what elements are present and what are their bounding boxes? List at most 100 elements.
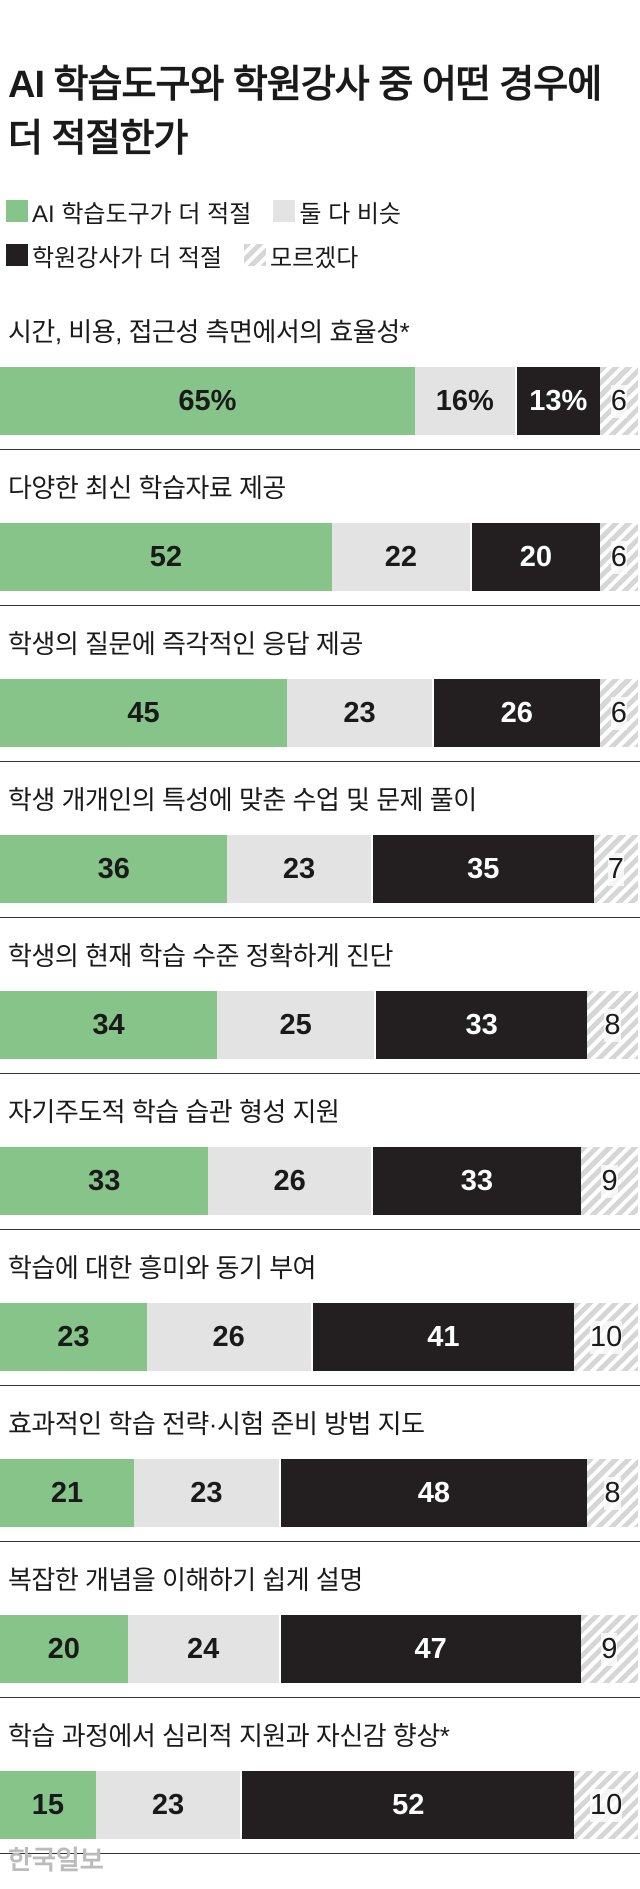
value-label: 10 — [589, 1320, 623, 1354]
value-label: 26 — [500, 696, 533, 729]
bar-segment: 22 — [331, 523, 473, 591]
legend-label: 학원강사가 더 적절 — [32, 244, 222, 272]
bar-row: 자기주도적 학습 습관 형성 지원 33 26 33 9 — [0, 1090, 640, 1246]
chart-rows: 시간, 비용, 접근성 측면에서의 효율성* 65% 16% 13% 6 다양한 최신 학… — [0, 310, 640, 1870]
value-label: 7 — [607, 852, 624, 886]
category-label: 학생의 질문에 즉각적인 응답 제공 — [8, 629, 363, 659]
value-label: 10 — [589, 1788, 623, 1822]
value-label: 6 — [610, 384, 627, 418]
bar-segment: 10 — [574, 1303, 638, 1371]
value-label: 45 — [127, 696, 160, 729]
bar-segment: 26 — [433, 679, 600, 747]
bar-segment: 10 — [574, 1771, 638, 1839]
bar-segment: 26 — [146, 1303, 313, 1371]
legend-item: 둘 다 비슷 — [273, 196, 401, 228]
stacked-bar: 52 22 20 6 — [0, 523, 638, 591]
legend-swatch — [6, 200, 28, 222]
bar-segment: 23 — [133, 1459, 281, 1527]
bar-segment: 45 — [0, 679, 288, 747]
bar-segment: 26 — [208, 1147, 373, 1215]
value-label: 23 — [151, 1788, 185, 1821]
bar-segment: 15 — [0, 1771, 96, 1839]
category-label: 복잡한 개념을 이해하기 쉽게 설명 — [8, 1565, 363, 1595]
bar-segment: 47 — [280, 1615, 581, 1683]
legend-swatch — [243, 244, 266, 266]
stacked-bar: 23 26 41 10 — [0, 1303, 638, 1371]
bar-row: 학습에 대한 흥미와 동기 부여 23 26 41 10 — [0, 1246, 640, 1402]
bar-segment: 24 — [127, 1615, 281, 1683]
bar-row: 효과적인 학습 전략·시험 준비 방법 지도 21 23 48 8 — [0, 1402, 640, 1558]
value-label: 8 — [604, 1476, 621, 1510]
value-label: 13% — [529, 384, 588, 417]
bar-segment: 52 — [0, 523, 332, 591]
row-separator — [0, 917, 640, 918]
bar-row: 학생의 현재 학습 수준 정확하게 진단 34 25 33 8 — [0, 934, 640, 1090]
value-label: 24 — [187, 1632, 220, 1665]
bar-row: 다양한 최신 학습자료 제공 52 22 20 6 — [0, 466, 640, 622]
legend-item: 모르겠다 — [243, 240, 359, 272]
stacked-bar: 20 24 47 9 — [0, 1615, 638, 1683]
value-label: 6 — [610, 696, 627, 730]
bar-segment: 52 — [242, 1771, 575, 1839]
bar-segment: 7 — [593, 835, 638, 903]
value-label: 52 — [392, 1788, 425, 1821]
value-label: 6 — [610, 540, 627, 574]
value-label: 15 — [31, 1788, 64, 1821]
bar-segment: 23 — [287, 679, 434, 747]
row-separator — [0, 449, 640, 450]
value-label: 52 — [149, 540, 182, 573]
bar-segment: 33 — [0, 1147, 209, 1215]
value-label: 23 — [343, 696, 376, 729]
bar-segment: 36 — [0, 835, 228, 903]
bar-segment: 23 — [95, 1771, 243, 1839]
value-label: 8 — [604, 1008, 621, 1042]
bar-segment: 8 — [586, 991, 638, 1059]
value-label: 21 — [50, 1476, 84, 1509]
bar-segment: 8 — [586, 1459, 638, 1527]
value-label: 34 — [92, 1008, 125, 1041]
legend-item: 학원강사가 더 적절 — [6, 240, 222, 272]
bar-row: 시간, 비용, 접근성 측면에서의 효율성* 65% 16% 13% 6 — [0, 310, 640, 466]
category-label: 자기주도적 학습 습관 형성 지원 — [8, 1097, 340, 1127]
row-separator — [0, 1073, 640, 1074]
value-label: 65% — [178, 384, 237, 417]
category-label: 시간, 비용, 접근성 측면에서의 효율성* — [8, 317, 410, 347]
legend-label: 모르겠다 — [269, 244, 359, 272]
bar-segment: 20 — [472, 523, 600, 591]
category-label: 효과적인 학습 전략·시험 준비 방법 지도 — [8, 1409, 425, 1439]
value-label: 9 — [601, 1164, 618, 1198]
value-label: 47 — [414, 1632, 447, 1665]
row-separator — [0, 761, 640, 762]
bar-segment: 6 — [599, 367, 638, 435]
value-label: 41 — [427, 1320, 460, 1353]
bar-segment: 33 — [372, 1147, 582, 1215]
stacked-bar: 21 23 48 8 — [0, 1459, 638, 1527]
legend-swatch — [6, 244, 28, 266]
bar-segment: 23 — [227, 835, 373, 903]
bar-row: 학생의 질문에 즉각적인 응답 제공 45 23 26 6 — [0, 622, 640, 778]
bar-segment: 65% — [0, 367, 415, 435]
value-label: 35 — [467, 852, 500, 885]
stacked-bar: 45 23 26 6 — [0, 679, 638, 747]
value-label: 25 — [279, 1008, 312, 1041]
value-label: 20 — [47, 1632, 80, 1665]
value-label: 23 — [57, 1320, 90, 1353]
row-separator — [0, 1853, 640, 1854]
value-label: 36 — [97, 852, 130, 885]
bar-segment: 41 — [312, 1303, 575, 1371]
value-label: 26 — [212, 1320, 245, 1353]
legend-item: AI 학습도구가 더 적절 — [6, 196, 251, 228]
bar-segment: 35 — [372, 835, 594, 903]
credit: 한국일보 — [8, 1845, 104, 1875]
value-label: 33 — [460, 1164, 494, 1197]
value-label: 26 — [273, 1164, 306, 1197]
stacked-bar: 36 23 35 7 — [0, 835, 638, 903]
category-label: 학생 개개인의 특성에 맞춘 수업 및 문제 풀이 — [8, 785, 477, 815]
value-label: 33 — [465, 1008, 498, 1041]
legend-swatch — [273, 200, 296, 222]
value-label: 9 — [601, 1632, 618, 1666]
bar-segment: 9 — [581, 1147, 638, 1215]
stacked-bar: 34 25 33 8 — [0, 991, 638, 1059]
value-label: 22 — [384, 540, 418, 573]
